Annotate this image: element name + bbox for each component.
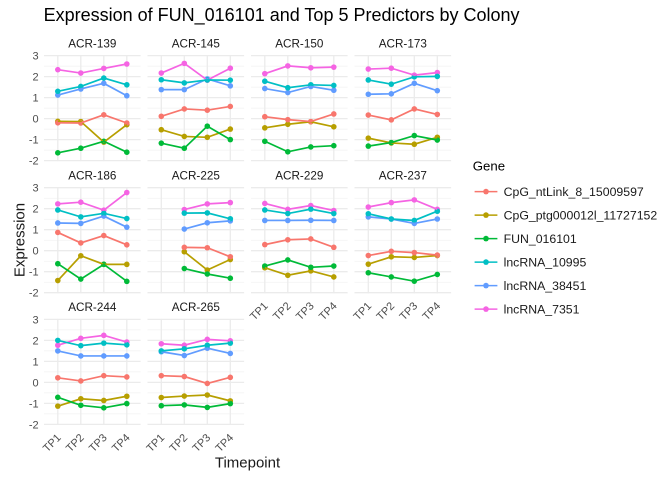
svg-text:ACR-145: ACR-145 bbox=[172, 37, 221, 50]
svg-text:-2: -2 bbox=[29, 419, 39, 431]
svg-text:3: 3 bbox=[32, 183, 38, 195]
svg-text:0: 0 bbox=[32, 246, 38, 258]
svg-text:-1: -1 bbox=[29, 267, 39, 279]
svg-text:1: 1 bbox=[32, 356, 38, 368]
svg-text:lncRNA_38451: lncRNA_38451 bbox=[504, 279, 587, 293]
svg-text:CpG_ptg000012l_11727152: CpG_ptg000012l_11727152 bbox=[504, 208, 658, 222]
svg-text:ACR-173: ACR-173 bbox=[379, 37, 427, 50]
svg-text:ACR-244: ACR-244 bbox=[68, 301, 117, 314]
svg-text:2: 2 bbox=[32, 72, 38, 84]
svg-text:1: 1 bbox=[32, 93, 38, 105]
svg-text:CpG_ntLink_8_15009597: CpG_ntLink_8_15009597 bbox=[504, 185, 644, 199]
svg-text:ACR-225: ACR-225 bbox=[172, 169, 221, 182]
svg-text:Expression of FUN_016101 and T: Expression of FUN_016101 and Top 5 Predi… bbox=[44, 5, 520, 26]
svg-text:-1: -1 bbox=[29, 135, 39, 147]
svg-text:ACR-265: ACR-265 bbox=[172, 301, 221, 314]
svg-text:ACR-186: ACR-186 bbox=[68, 169, 116, 182]
svg-text:Timepoint: Timepoint bbox=[215, 455, 281, 472]
svg-text:ACR-229: ACR-229 bbox=[275, 169, 323, 182]
svg-text:0: 0 bbox=[32, 377, 38, 389]
svg-text:lncRNA_7351: lncRNA_7351 bbox=[504, 302, 580, 316]
svg-text:lncRNA_10995: lncRNA_10995 bbox=[504, 255, 587, 269]
svg-text:-2: -2 bbox=[29, 288, 39, 300]
svg-text:Expression: Expression bbox=[12, 203, 29, 277]
svg-text:2: 2 bbox=[32, 204, 38, 216]
svg-text:ACR-237: ACR-237 bbox=[379, 169, 427, 182]
svg-text:ACR-150: ACR-150 bbox=[275, 37, 324, 50]
svg-text:3: 3 bbox=[32, 314, 38, 326]
svg-text:0: 0 bbox=[32, 114, 38, 126]
svg-text:ACR-139: ACR-139 bbox=[68, 37, 116, 50]
svg-text:2: 2 bbox=[32, 335, 38, 347]
svg-text:-1: -1 bbox=[29, 398, 39, 410]
svg-text:FUN_016101: FUN_016101 bbox=[504, 232, 577, 246]
svg-text:3: 3 bbox=[32, 51, 38, 63]
svg-text:1: 1 bbox=[32, 225, 38, 237]
svg-text:Gene: Gene bbox=[473, 159, 505, 174]
svg-text:-2: -2 bbox=[29, 156, 39, 168]
